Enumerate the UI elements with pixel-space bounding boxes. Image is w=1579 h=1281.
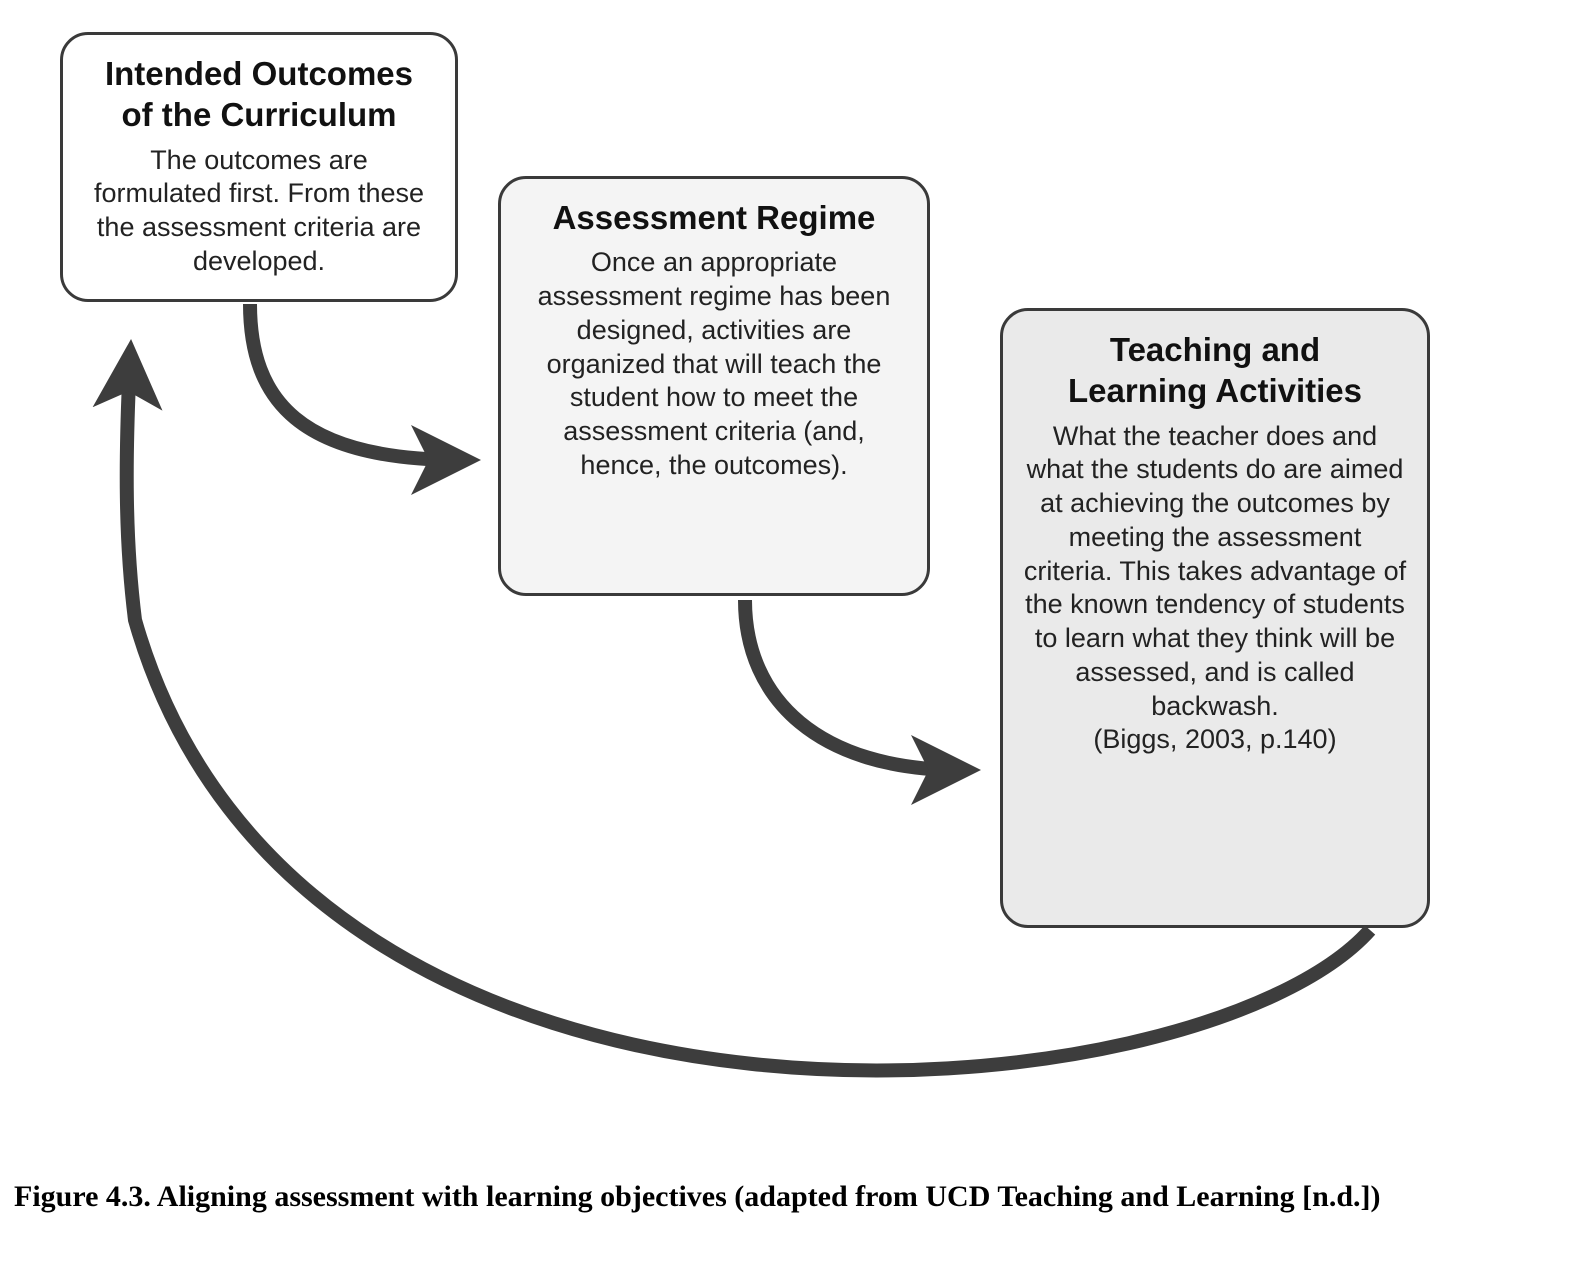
edge-outcomes-to-assessment [250, 304, 460, 460]
figure-caption: Figure 4.3. Aligning assessment with lea… [14, 1180, 1554, 1214]
title-line: Intended Outcomes [105, 55, 413, 92]
title-line: of the Curriculum [121, 96, 396, 133]
diagram-canvas: Intended Outcomes of the Curriculum The … [0, 0, 1579, 1281]
edge-assessment-to-teaching [745, 600, 960, 770]
node-title: Intended Outcomes of the Curriculum [83, 53, 435, 136]
node-title: Teaching and Learning Activities [1023, 329, 1407, 412]
citation: (Biggs, 2003, p.140) [1093, 724, 1336, 754]
node-body: What the teacher does and what the stude… [1023, 420, 1407, 758]
title-line: Teaching and [1110, 331, 1320, 368]
node-intended-outcomes: Intended Outcomes of the Curriculum The … [60, 32, 458, 302]
node-assessment-regime: Assessment Regime Once an appropriate as… [498, 176, 930, 596]
title-line: Learning Activities [1068, 372, 1362, 409]
node-title: Assessment Regime [521, 197, 907, 238]
node-body: Once an appropriate assessment regime ha… [521, 246, 907, 482]
node-body: The outcomes are formulated first. From … [83, 144, 435, 279]
node-teaching-learning: Teaching and Learning Activities What th… [1000, 308, 1430, 928]
body-text: What the teacher does and what the stude… [1024, 421, 1406, 721]
